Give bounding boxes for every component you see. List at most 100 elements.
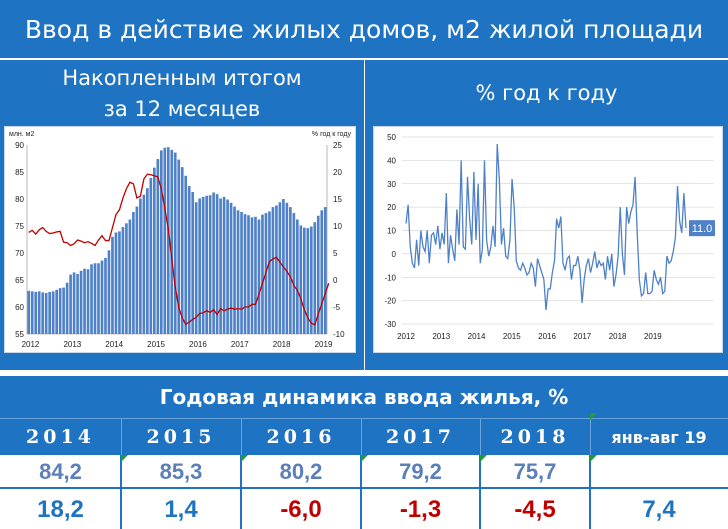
bar — [285, 202, 289, 334]
bar — [194, 202, 198, 334]
bar — [149, 177, 153, 334]
column-divider — [589, 455, 591, 529]
bar — [226, 199, 229, 334]
bar — [240, 211, 243, 334]
right-axis-tick-label: 5 — [333, 249, 338, 258]
right-axis-tick-label: 20 — [333, 168, 342, 177]
bar — [309, 226, 313, 334]
bar — [90, 264, 93, 334]
table-cell: 18,2 — [37, 496, 84, 523]
bar — [139, 198, 142, 334]
table-cell: 1,4 — [164, 496, 198, 523]
y-axis-tick-label: -30 — [384, 320, 396, 329]
bar — [132, 211, 135, 334]
x-axis-tick-label: 2019 — [315, 340, 333, 349]
year-header-cell: 2016 — [266, 426, 336, 448]
left-axis-title: млн. м2 — [9, 131, 34, 138]
comment-marker — [480, 455, 487, 462]
right-panel-title: % год к году — [475, 81, 618, 105]
bar — [55, 289, 58, 334]
series-line — [28, 173, 330, 326]
series-line — [405, 143, 687, 311]
bar — [296, 219, 299, 334]
right-axis-title: % год к году — [312, 131, 352, 138]
bar — [48, 291, 51, 334]
x-axis-tick-label: 2016 — [189, 340, 207, 349]
bar — [104, 257, 107, 334]
table-cell: 75,7 — [513, 459, 557, 484]
left-axis-tick-label: 55 — [15, 330, 24, 339]
table-row-growth: 18,2 1,4 -6,0 -1,3 -4,5 7,4 — [0, 491, 728, 529]
bar — [86, 269, 90, 334]
table-cell: 79,2 — [399, 459, 442, 484]
left-axis-tick-label: 90 — [15, 141, 24, 150]
y-axis-tick-label: 40 — [387, 156, 396, 165]
comment-marker — [361, 455, 368, 462]
y-axis-tick-label: -10 — [384, 273, 396, 282]
x-axis-tick-label: 2013 — [432, 332, 450, 341]
bar — [65, 282, 69, 334]
bar — [243, 214, 247, 334]
bar — [180, 167, 184, 334]
column-divider — [121, 418, 122, 455]
bar — [323, 207, 327, 334]
bar — [303, 227, 306, 334]
x-axis-tick-label: 2018 — [609, 332, 627, 341]
table-title: Годовая динамика ввода жилья, % — [159, 385, 569, 409]
right-axis-tick-label: 0 — [333, 276, 338, 285]
table-cell: 7,4 — [642, 496, 676, 523]
header-banner: Ввод в действие жилых домов, м2 жилой пл… — [0, 0, 728, 60]
y-axis-tick-label: -20 — [384, 297, 396, 306]
bar — [278, 202, 282, 334]
bar — [153, 167, 156, 334]
column-divider — [361, 418, 362, 455]
left-chart: млн. м2 % год к году 55 60 65 70 75 80 85 90 -10 -5… — [9, 131, 352, 349]
table-cell — [590, 455, 728, 487]
bar — [233, 206, 236, 334]
column-divider — [590, 418, 591, 455]
bar — [222, 196, 226, 334]
bar — [254, 216, 257, 334]
left-axis-tick-label: 60 — [15, 303, 24, 312]
comment-marker — [590, 413, 597, 420]
y-axis-tick-label: 50 — [387, 133, 396, 142]
column-divider — [360, 455, 362, 529]
bar — [219, 198, 222, 334]
bar — [41, 292, 45, 334]
bar — [159, 150, 163, 334]
bar — [121, 227, 125, 334]
bar — [27, 290, 31, 334]
year-header-cell: 2017 — [386, 426, 455, 448]
right-axis-tick-label: 15 — [333, 195, 342, 204]
column-divider — [120, 455, 122, 529]
right-panel: % год к году -30 -20 -10 0 10 20 30 40 50 11.0 201… — [365, 60, 728, 370]
bar — [257, 219, 261, 334]
y-axis-tick-label: 0 — [392, 250, 397, 259]
bar — [208, 195, 212, 334]
end-value-label: 11.0 — [689, 220, 715, 237]
bar — [275, 205, 278, 334]
bar — [198, 198, 201, 334]
bar — [289, 207, 292, 334]
year-header-cell: янв-авг 19 — [611, 428, 707, 447]
bar — [51, 291, 55, 334]
bar — [135, 206, 139, 334]
y-axis-tick-label: 30 — [387, 180, 396, 189]
table-header-row: 2014 2015 2016 2017 2018 янв-авг 19 — [0, 418, 728, 455]
bar — [79, 270, 83, 334]
right-chart: -30 -20 -10 0 10 20 30 40 50 11.0 2012 2013 2014 2015… — [384, 133, 715, 341]
bar — [100, 260, 104, 334]
column-divider — [240, 455, 242, 529]
left-axis-tick-label: 75 — [15, 222, 24, 231]
bar — [299, 225, 303, 334]
table-cell: -6,0 — [280, 496, 322, 523]
year-header-cell: 2015 — [146, 426, 216, 448]
bar — [268, 211, 271, 334]
bar — [292, 213, 296, 334]
bar — [320, 210, 324, 334]
left-panel-title-line1: Накопленным итогом — [62, 66, 302, 90]
bar — [37, 291, 41, 334]
y-axis-tick-label: 10 — [387, 227, 396, 236]
bar — [306, 228, 310, 334]
bar — [30, 291, 34, 334]
